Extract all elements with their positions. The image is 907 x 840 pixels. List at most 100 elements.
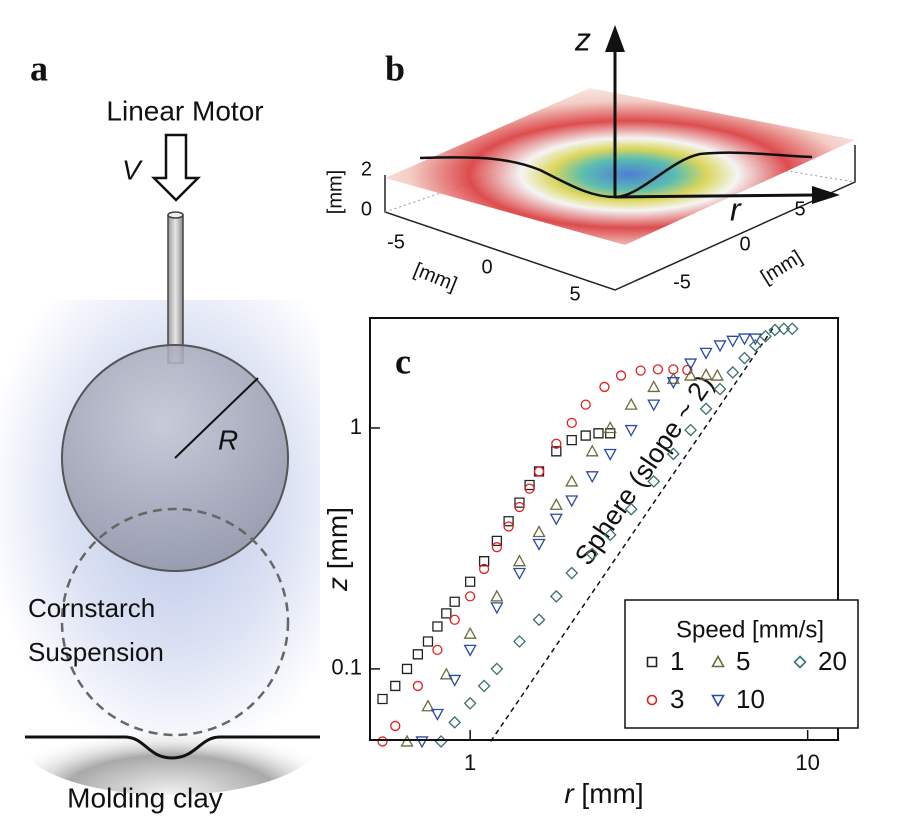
legend-label: 3 — [670, 684, 684, 714]
clay-surface — [25, 735, 320, 760]
data-point — [463, 626, 477, 639]
data-point — [666, 447, 680, 461]
data-point — [422, 636, 434, 647]
y-axis-unit: [mm] — [322, 507, 353, 577]
data-point — [549, 497, 563, 510]
data-point — [448, 715, 462, 729]
data-point — [463, 644, 477, 657]
radius-line — [174, 377, 259, 459]
motion-arrow — [150, 133, 202, 202]
motor-label: Linear Motor — [106, 95, 263, 126]
data-point — [603, 528, 617, 542]
axis-unit: [mm] — [411, 259, 460, 296]
r-axis-label: r — [730, 191, 742, 227]
reference-line — [490, 327, 774, 742]
data-point — [580, 399, 591, 410]
data-point — [533, 466, 545, 477]
x-tick-label: 10 — [795, 750, 819, 775]
panel-label: a — [30, 48, 48, 88]
series — [377, 364, 693, 747]
data-point — [599, 381, 610, 393]
y-tick-label: 1 — [350, 414, 362, 439]
data-point — [726, 366, 740, 379]
data-point — [738, 351, 751, 365]
data-point — [514, 501, 525, 513]
suspension-label: Suspension — [28, 637, 164, 667]
suspension-label: Cornstarch — [28, 593, 155, 623]
data-point — [377, 693, 388, 705]
data-point — [565, 495, 579, 508]
data-point — [624, 424, 638, 437]
data-point — [565, 474, 579, 487]
tick-label: 2 — [361, 158, 372, 180]
tick-label: 5 — [569, 283, 580, 305]
data-point — [532, 613, 546, 627]
legend-marker — [711, 694, 725, 708]
data-point — [682, 364, 693, 376]
data-point — [421, 699, 435, 712]
clay-label: Molding clay — [67, 782, 223, 813]
data-point — [401, 663, 413, 675]
data-point — [699, 368, 713, 381]
data-point — [464, 576, 476, 587]
rod — [167, 214, 184, 364]
data-point — [377, 736, 388, 747]
data-point — [549, 589, 563, 603]
data-point — [585, 547, 599, 561]
data-point — [585, 444, 599, 457]
data-point — [551, 446, 562, 457]
rod-top — [167, 211, 184, 219]
data-point — [684, 358, 698, 371]
panel-label: c — [395, 341, 411, 381]
x-axis-symbol: r — [564, 778, 575, 809]
data-point — [666, 376, 680, 389]
tick-label: 0 — [739, 233, 750, 255]
data-point — [490, 602, 504, 615]
radius-label: R — [218, 424, 238, 455]
data-point — [603, 448, 617, 461]
data-point — [713, 340, 727, 353]
legend-label: 10 — [736, 684, 765, 714]
data-point — [566, 417, 577, 429]
data-point — [566, 435, 577, 446]
data-point — [785, 322, 799, 336]
data-point — [580, 430, 591, 441]
data-point — [684, 423, 698, 437]
data-point — [478, 556, 490, 567]
data-point — [684, 368, 698, 381]
x-axis-label: r [mm] — [564, 778, 643, 809]
arrowhead — [605, 25, 625, 52]
data-point — [551, 438, 562, 449]
panel-label: b — [385, 48, 405, 88]
data-point — [635, 365, 646, 376]
clay-mound — [20, 685, 320, 795]
data-point — [464, 591, 476, 602]
arrowhead — [812, 186, 840, 204]
legend-marker — [646, 656, 658, 668]
data-point — [477, 679, 491, 693]
data-point — [565, 566, 579, 580]
legend-marker — [793, 655, 807, 669]
panel-c: c 1 100.11r [mm]z [mm] Sphere (slope ~ 2)S… — [322, 317, 859, 809]
data-point — [463, 696, 477, 710]
data-point — [390, 680, 401, 692]
data-point — [415, 736, 429, 749]
panel-b: b z r 2 0 [mm] -5 0 5 [mm] 5 0 -5 [mm] — [324, 21, 856, 305]
data-point — [512, 554, 527, 567]
plot-frame — [369, 317, 839, 741]
data-point — [549, 513, 563, 526]
data-point — [759, 329, 772, 343]
data-point — [615, 370, 627, 381]
tick-label: 5 — [794, 198, 805, 220]
data-point — [647, 399, 661, 412]
data-point — [713, 382, 727, 396]
data-point — [449, 614, 460, 625]
data-point — [603, 421, 617, 434]
legend-label: 1 — [670, 646, 684, 676]
data-point — [532, 538, 546, 551]
data-point — [585, 471, 599, 484]
series — [415, 333, 762, 749]
data-point — [532, 525, 546, 538]
data-point — [513, 635, 526, 648]
data-point — [512, 567, 527, 580]
